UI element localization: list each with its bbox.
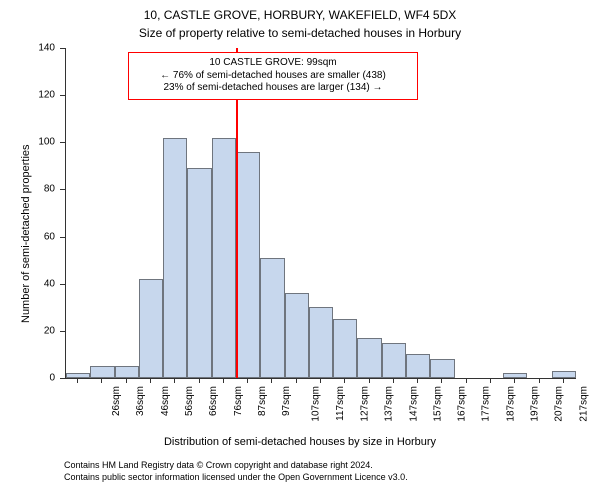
x-tick-label: 147sqm: [408, 386, 419, 422]
annotation-line-2: ← 76% of semi-detached houses are smalle…: [135, 70, 411, 83]
histogram-bar: [309, 307, 333, 378]
y-tick-label: 60: [0, 231, 55, 242]
histogram-bar: [552, 371, 576, 378]
y-tick-label: 140: [0, 43, 55, 54]
footer-line-1: Contains HM Land Registry data © Crown c…: [64, 460, 373, 470]
y-tick-label: 100: [0, 137, 55, 148]
annotation-line-3: 23% of semi-detached houses are larger (…: [135, 82, 411, 95]
histogram-bar: [212, 138, 236, 378]
x-tick-label: 56sqm: [184, 386, 195, 416]
x-tick-label: 66sqm: [208, 386, 219, 416]
histogram-bar: [285, 293, 309, 378]
x-tick-label: 97sqm: [281, 386, 292, 416]
x-tick-label: 137sqm: [384, 386, 395, 422]
x-tick-label: 36sqm: [135, 386, 146, 416]
histogram-bar: [333, 319, 357, 378]
x-tick-label: 87sqm: [257, 386, 268, 416]
histogram-bar: [90, 366, 114, 378]
x-tick-label: 207sqm: [554, 386, 565, 422]
y-tick-label: 120: [0, 90, 55, 101]
histogram-bar: [382, 343, 406, 378]
x-tick-label: 197sqm: [530, 386, 541, 422]
histogram-bar: [139, 279, 163, 378]
x-tick-label: 26sqm: [111, 386, 122, 416]
histogram-bar: [406, 354, 430, 378]
annotation-line-1: 10 CASTLE GROVE: 99sqm: [135, 57, 411, 70]
footer-line-3: Contains public sector information licen…: [64, 472, 408, 482]
x-tick-label: 177sqm: [481, 386, 492, 422]
histogram-bar: [163, 138, 187, 378]
x-tick-label: 117sqm: [335, 386, 346, 421]
histogram-bar: [260, 258, 284, 378]
y-tick-label: 0: [0, 373, 55, 384]
histogram-bar: [66, 373, 90, 378]
histogram-bar: [187, 168, 211, 378]
histogram-bar: [115, 366, 139, 378]
x-tick-label: 187sqm: [505, 386, 516, 422]
x-tick-label: 157sqm: [432, 386, 443, 422]
histogram-bar: [236, 152, 260, 378]
y-tick-label: 80: [0, 184, 55, 195]
chart-title-line1: 10, CASTLE GROVE, HORBURY, WAKEFIELD, WF…: [0, 8, 600, 22]
y-tick-label: 40: [0, 278, 55, 289]
histogram-bar: [357, 338, 381, 378]
histogram-bar: [430, 359, 454, 378]
histogram-bar: [503, 373, 527, 378]
property-size-chart: 10, CASTLE GROVE, HORBURY, WAKEFIELD, WF…: [0, 0, 600, 500]
x-tick-label: 76sqm: [233, 386, 244, 416]
x-tick-label: 107sqm: [311, 386, 322, 422]
x-tick-label: 217sqm: [578, 386, 589, 422]
x-tick-label: 127sqm: [360, 386, 371, 422]
chart-subtitle-line2: Size of property relative to semi-detach…: [0, 26, 600, 40]
x-axis-title: Distribution of semi-detached houses by …: [0, 436, 600, 448]
annotation-box: 10 CASTLE GROVE: 99sqm ← 76% of semi-det…: [128, 52, 418, 100]
x-tick-label: 46sqm: [160, 386, 171, 416]
x-tick-label: 167sqm: [457, 386, 468, 422]
y-tick-label: 20: [0, 325, 55, 336]
